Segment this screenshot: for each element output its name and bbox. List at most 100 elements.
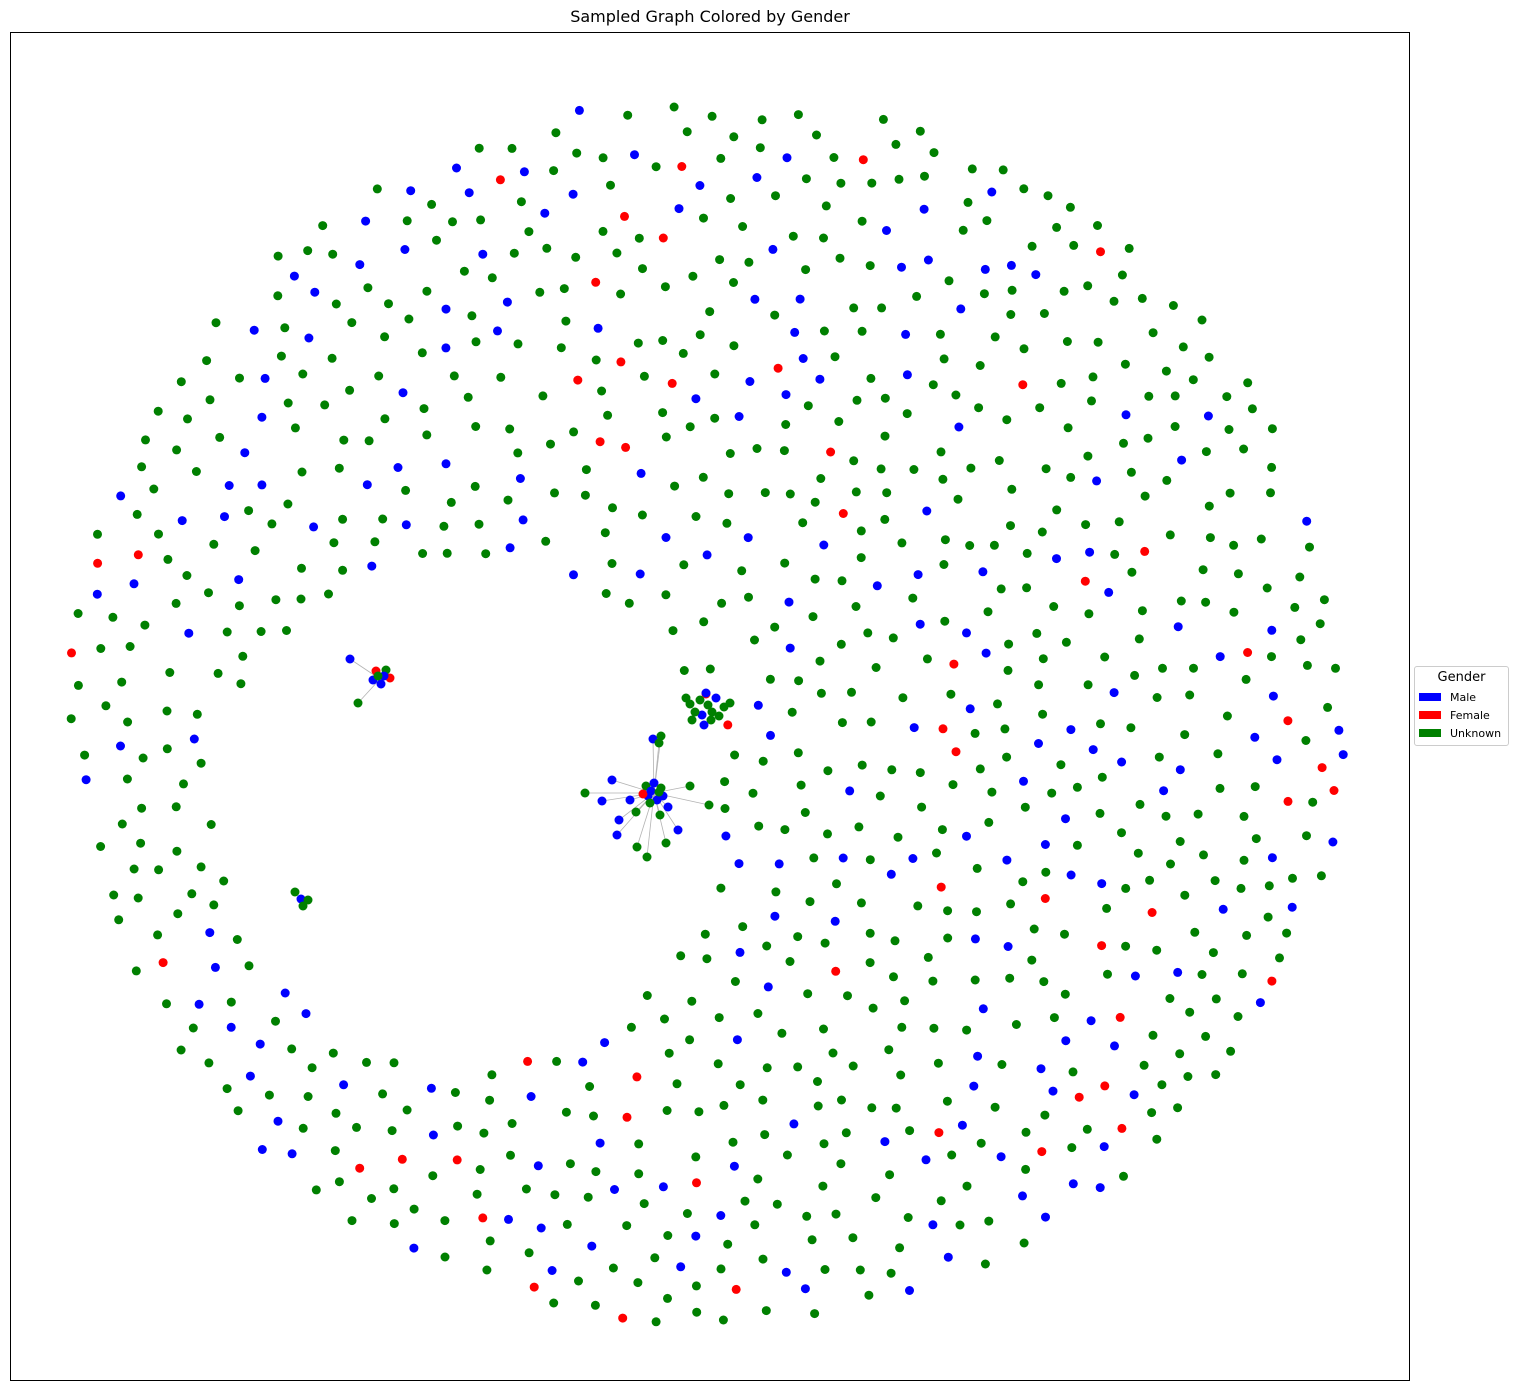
node-unknown-353 [662,1106,672,1115]
node-unknown-419 [324,589,333,599]
node-unknown-458 [1154,752,1164,762]
node-female-984 [638,789,648,799]
node-unknown-245 [897,538,907,548]
node-male-751 [1328,837,1338,847]
node-unknown-840 [1126,467,1136,477]
node-unknown-594 [226,997,236,1007]
node-unknown-544 [1158,663,1167,673]
node-unknown-621 [422,286,432,296]
node-unknown-779 [909,465,919,474]
node-unknown-657 [171,802,181,812]
node-unknown-565 [990,332,1000,342]
node-male-344 [1159,786,1169,796]
node-unknown-849 [865,928,875,938]
node-unknown-372 [757,115,767,125]
node-male-360 [969,1081,979,1091]
node-unknown-173 [1096,719,1105,729]
node-unknown-538 [1190,927,1200,937]
node-unknown-726 [1148,1030,1158,1040]
node-unknown-410 [966,463,976,473]
node-male-398 [987,187,997,197]
node-male-677 [1088,745,1098,755]
node-male-117 [540,208,550,218]
node-unknown-207 [1331,663,1340,673]
node-unknown-551 [835,253,845,263]
node-unknown-397 [401,485,411,495]
node-male-563 [729,1161,739,1171]
node-unknown-302 [888,633,898,643]
node-unknown-580 [691,1281,701,1291]
node-unknown-455 [760,1130,770,1140]
node-female-219 [1097,941,1107,951]
node-unknown-179 [1208,948,1218,958]
node-unknown-349 [1068,1067,1078,1077]
node-unknown-424 [1019,1238,1029,1248]
node-unknown-336 [896,1070,906,1080]
node-unknown-295 [244,506,254,516]
node-unknown-655 [634,233,644,243]
node-unknown-593 [788,231,798,241]
node-unknown-406 [687,996,697,1006]
node-unknown-955 [176,1045,186,1055]
node-unknown-714 [810,574,820,584]
node-unknown-163 [940,535,950,545]
node-male-752 [1006,260,1016,270]
node-unknown-636 [1226,1046,1236,1056]
node-unknown-531 [761,1306,771,1316]
node-male-305 [184,628,194,638]
node-unknown-99 [440,1216,450,1226]
node-unknown-781 [479,1128,489,1138]
node-unknown-345 [692,1307,702,1317]
node-unknown-770 [471,422,481,431]
node-unknown-37 [1152,693,1162,702]
node-unknown-652 [993,699,1002,709]
node-female-434 [723,720,733,730]
legend-item-female: Female [1415,706,1508,724]
node-unknown-206 [947,1150,957,1160]
node-unknown-567 [821,201,831,211]
node-unknown-516 [496,372,506,382]
node-unknown-889 [213,668,223,678]
node-male-610 [600,1038,610,1048]
node-unknown-80 [370,537,380,547]
node-male-371 [536,1223,546,1233]
node-unknown-282 [1251,834,1261,844]
node-unknown-620 [171,598,181,608]
node-male-617 [1041,1212,1050,1222]
node-male-358 [902,370,912,380]
node-unknown-4 [549,166,559,176]
node-unknown-56 [713,1059,723,1069]
node-unknown-287 [634,1139,644,1149]
node-unknown-495 [1267,652,1276,662]
node-male-1003 [345,654,355,664]
node-unknown-712 [785,489,795,499]
node-unknown-180 [1006,521,1015,531]
node-female-11 [632,1072,642,1082]
node-unknown-474 [453,1121,463,1131]
node-unknown-43 [154,865,164,875]
node-unknown-9 [1039,977,1049,987]
node-unknown-791 [1267,424,1277,434]
node-unknown-147 [1201,447,1211,457]
node-unknown-522 [1152,1134,1162,1144]
node-unknown-250 [1263,912,1273,922]
node-unknown-462 [561,1107,571,1117]
node-unknown-715 [1288,873,1297,883]
node-unknown-411 [1296,635,1306,645]
node-unknown-953 [1027,955,1037,965]
node-unknown-589 [236,679,246,689]
node-male-656 [1121,410,1131,420]
node-male-200 [362,480,372,490]
node-unknown-669 [521,1184,531,1194]
node-unknown-814 [963,197,973,207]
node-male-552 [569,570,578,580]
node-unknown-566 [561,316,571,326]
node-male-52 [361,216,371,226]
node-unknown-930 [923,952,933,962]
node-unknown-255 [670,481,680,491]
node-unknown-968 [704,800,714,810]
node-unknown-334 [219,876,229,886]
node-male-19 [129,579,139,589]
node-unknown-909 [334,1177,344,1187]
node-unknown-212 [422,430,432,440]
